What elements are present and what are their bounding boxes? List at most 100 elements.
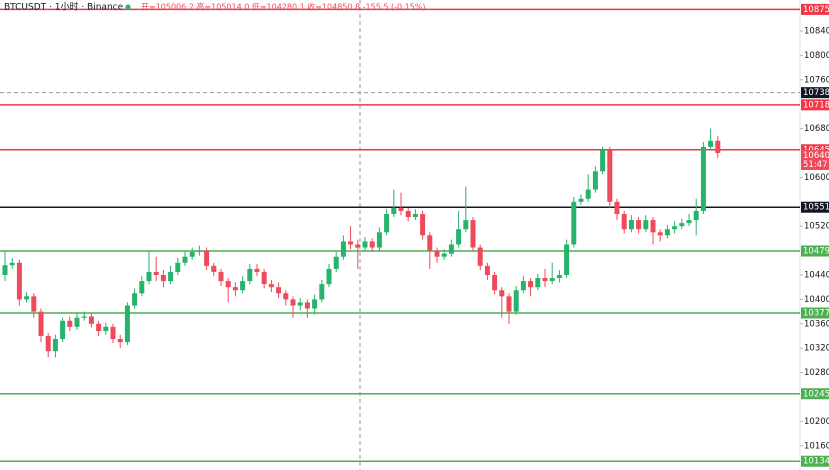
- candle-body: [650, 220, 656, 233]
- candle-body: [628, 220, 634, 230]
- candle-body: [175, 262, 181, 272]
- candle-body: [268, 284, 274, 288]
- candle-body: [110, 326, 116, 340]
- level-label: 104793.: [803, 247, 829, 257]
- y-tick-label: 102800.0: [804, 368, 829, 378]
- candle-body: [225, 281, 231, 288]
- candle-body: [376, 232, 382, 248]
- candle-body: [520, 281, 526, 291]
- candle-body: [283, 293, 289, 300]
- y-tick-label: 108400.0: [804, 26, 829, 36]
- candle-body: [391, 207, 397, 214]
- candle-body: [168, 271, 174, 282]
- symbol-title: BTCUSDT · 1小时 · Binance: [4, 1, 124, 13]
- candle-body: [427, 235, 433, 251]
- y-tick-label: 104000.0: [804, 295, 829, 305]
- candle-body: [2, 265, 8, 275]
- candle-body: [16, 262, 22, 300]
- candle-body: [686, 220, 692, 224]
- candle-body: [304, 302, 310, 309]
- candle-body: [405, 210, 411, 218]
- y-tick-label: 103200.0: [804, 344, 829, 354]
- candle-body: [146, 271, 152, 282]
- candle-body: [160, 274, 166, 282]
- candle-body: [211, 265, 217, 272]
- candle-body: [672, 226, 678, 230]
- ohlc-info: 开=105006.2 高=105014.0 低=104280.1 收=10485…: [141, 2, 426, 12]
- last-price-box: [801, 149, 829, 170]
- candle-body: [88, 316, 94, 324]
- level-label-box: [801, 87, 829, 99]
- candle-body: [103, 326, 109, 332]
- candle-body: [333, 256, 339, 269]
- candle-body: [240, 281, 246, 291]
- candle-body: [117, 339, 123, 343]
- countdown: 51:47: [803, 160, 828, 170]
- y-tick-label: 101600.0: [804, 441, 829, 451]
- candle-body: [448, 244, 454, 254]
- candle-body: [513, 290, 519, 312]
- candle-body: [477, 247, 483, 266]
- candle-body: [189, 251, 195, 257]
- candle-body: [232, 287, 238, 291]
- candle-body: [499, 290, 505, 297]
- candle-body: [67, 320, 73, 327]
- y-tick-label: 106800.0: [804, 124, 829, 134]
- candle-body: [261, 271, 267, 285]
- candle-body: [657, 232, 663, 236]
- candle-body: [614, 201, 620, 214]
- candle-body: [420, 213, 426, 236]
- candle-body: [312, 299, 318, 309]
- level-label-box: [801, 307, 829, 319]
- candle-body: [708, 140, 714, 147]
- candle-body: [24, 296, 30, 300]
- candle-body: [247, 268, 253, 282]
- candle-body: [456, 229, 462, 245]
- candle-body: [470, 220, 476, 248]
- y-tick-label: 106000.0: [804, 173, 829, 183]
- candle-body: [542, 278, 548, 282]
- candle-body: [528, 281, 534, 288]
- candle-body: [664, 229, 670, 236]
- candle-body: [549, 278, 555, 282]
- header: BTCUSDT · 1小时 · Binance 开=105006.2 高=105…: [4, 1, 426, 13]
- candle-body: [578, 198, 584, 202]
- candle-body: [38, 311, 44, 336]
- y-tick-label: 102000.0: [804, 417, 829, 427]
- candle-body: [218, 271, 224, 282]
- candle-body: [139, 281, 145, 294]
- level-label: 108754.: [803, 5, 829, 15]
- candle-body: [276, 287, 282, 294]
- candle-body: [592, 171, 598, 190]
- candle-body: [585, 189, 591, 199]
- candle-body: [96, 323, 102, 332]
- level-label: 107189.: [803, 100, 829, 110]
- candle-body: [636, 220, 642, 230]
- status-dot: [125, 4, 131, 10]
- candle-body: [384, 213, 390, 233]
- candle-body: [693, 210, 699, 221]
- level-label: 103777.: [803, 308, 829, 318]
- candle-body: [556, 274, 562, 279]
- candle-body: [182, 256, 188, 263]
- candle-body: [60, 320, 66, 340]
- candle-body: [31, 296, 37, 312]
- y-tick-label: 108000.0: [804, 51, 829, 61]
- level-label: 101347.: [803, 457, 829, 467]
- level-label-box: [801, 388, 829, 400]
- candle-body: [297, 302, 303, 306]
- y-tick-label: 103600.0: [804, 319, 829, 329]
- price-axis: 108400.0 108000.0 107600.0 106800.0 106000.0…: [800, 3, 829, 467]
- candle-body: [52, 339, 58, 352]
- candle-body: [463, 220, 469, 230]
- candle-body: [196, 250, 202, 252]
- candle-body: [9, 262, 15, 266]
- candle-body: [348, 241, 354, 245]
- candle-body: [506, 296, 512, 312]
- candle-body: [643, 220, 649, 230]
- candle-body: [715, 140, 721, 153]
- candle-body: [564, 244, 570, 275]
